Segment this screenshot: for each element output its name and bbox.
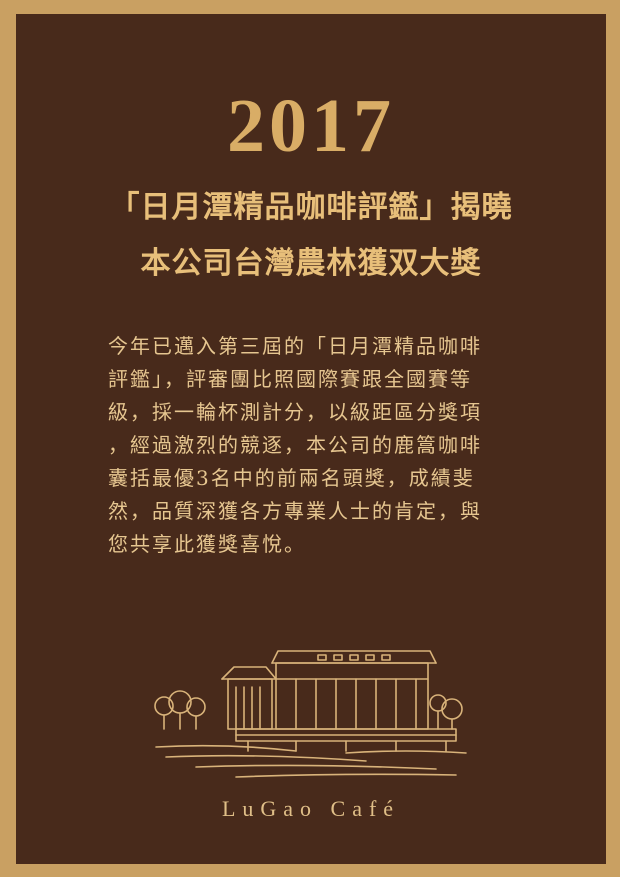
cafe-building-illustration — [154, 650, 467, 778]
body-line: 然，品質深獲各方專業人士的肯定，與 — [108, 499, 482, 523]
body-line: 囊括最優3名中的前兩名頭獎，成績斐 — [108, 466, 475, 490]
year-title: 2017 — [227, 84, 395, 168]
body-line: 評鑑」，評審團比照國際賽跟全國賽等 — [108, 367, 472, 391]
headline-line-2: 本公司台灣農林獲双大獎 — [140, 246, 482, 281]
body-line: 級，採一輪杯測計分，以級距區分獎項 — [108, 400, 482, 424]
body-text: 今年已邁入第三屆的「日月潭精品咖啡 評鑑」，評審團比照國際賽跟全國賽等 級，採一… — [108, 330, 538, 561]
body-line: 您共享此獲獎喜悅。 — [108, 532, 306, 556]
headline-line-1: 「日月潭精品咖啡評鑑」揭曉 — [109, 190, 513, 225]
body-line: 今年已邁入第三屆的「日月潭精品咖啡 — [108, 334, 482, 358]
award-poster: 2017 「日月潭精品咖啡評鑑」揭曉 本公司台灣農林獲双大獎 今年已邁入第三屆的… — [16, 14, 606, 864]
brand-name: LuGao Café — [221, 796, 401, 821]
body-line: ，經過激烈的競逐，本公司的鹿篙咖啡 — [108, 433, 482, 457]
